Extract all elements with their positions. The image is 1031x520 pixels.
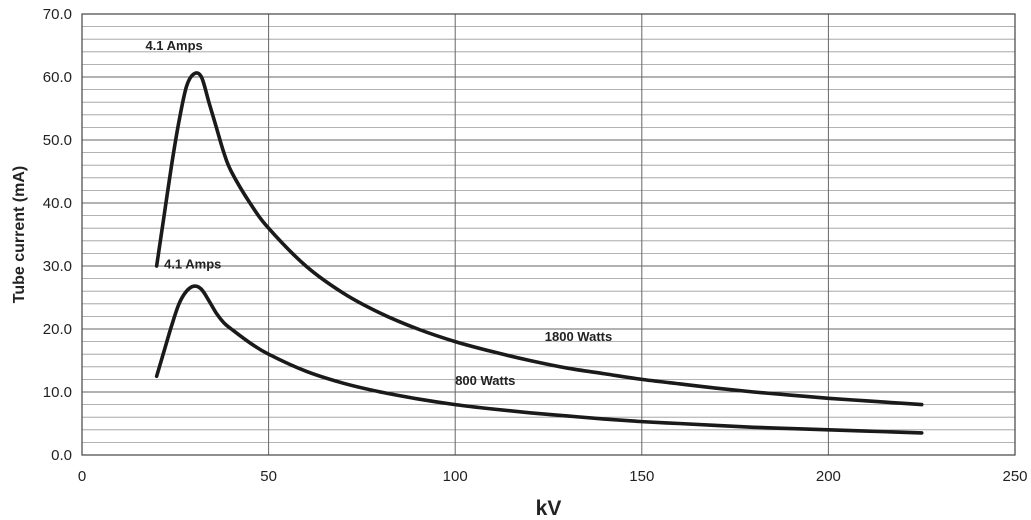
y-tick-label: 10.0 (43, 384, 72, 401)
y-tick-label: 20.0 (43, 321, 72, 338)
y-tick-label: 70.0 (43, 6, 72, 23)
series-line-800-watts (154, 284, 924, 435)
y-tick-label: 30.0 (43, 258, 72, 275)
y-tick-label: 50.0 (43, 132, 72, 149)
series-layer (154, 71, 924, 435)
plot-frame (81, 13, 1016, 456)
annotation-label: 4.1 Amps (145, 38, 202, 53)
y-axis-title: Tube current (mA) (11, 166, 28, 303)
y-tick-label: 40.0 (43, 195, 72, 212)
x-axis-ticks: 0 50 100 150 200 250 (78, 468, 1028, 485)
y-axis-ticks: 0.0 10.0 20.0 30.0 40.0 50.0 60.0 70.0 (43, 6, 72, 464)
annotation-label: 4.1 Amps (164, 257, 221, 272)
y-tick-label: 0.0 (51, 447, 72, 464)
annotation-label: 800 Watts (455, 373, 515, 388)
x-axis-title: kV (536, 497, 562, 520)
y-tick-label: 60.0 (43, 69, 72, 86)
x-tick-label: 150 (629, 468, 654, 485)
x-tick-label: 0 (78, 468, 86, 485)
series-line-1800-watts (154, 71, 924, 407)
grid (81, 13, 1016, 456)
x-tick-label: 100 (443, 468, 468, 485)
annotation-label: 1800 Watts (545, 329, 612, 344)
x-tick-label: 50 (260, 468, 277, 485)
x-tick-label: 250 (1002, 468, 1027, 485)
annotations: 4.1 Amps 4.1 Amps 1800 Watts 800 Watts (145, 38, 612, 388)
x-tick-label: 200 (816, 468, 841, 485)
